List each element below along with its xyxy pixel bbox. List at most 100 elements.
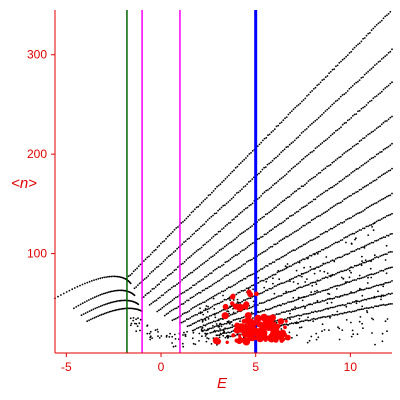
data-point [329, 163, 332, 166]
data-point [261, 310, 264, 312]
data-point [198, 227, 201, 230]
data-point [334, 285, 337, 287]
data-point [312, 218, 315, 221]
data-point [197, 304, 199, 306]
data-point [306, 204, 308, 207]
data-point [358, 274, 361, 277]
data-point [268, 247, 270, 249]
data-point [225, 298, 228, 301]
data-point [380, 218, 383, 220]
data-point [355, 81, 358, 84]
data-point [299, 306, 302, 309]
data-point [239, 211, 242, 214]
data-point [322, 289, 325, 292]
data-point [151, 251, 154, 254]
data-point [218, 325, 221, 328]
data-point [312, 121, 315, 124]
data-point [357, 289, 359, 292]
data-point [379, 125, 381, 128]
data-point [288, 195, 291, 198]
data-point [183, 260, 186, 263]
data-point [275, 285, 277, 287]
data-point [129, 324, 132, 327]
data-point [302, 313, 305, 316]
data-point [264, 166, 267, 169]
data-point [296, 334, 298, 337]
data-point [382, 253, 385, 256]
data-point [380, 123, 383, 126]
data-point [266, 308, 269, 311]
data-point [358, 140, 361, 143]
data-point [280, 222, 283, 225]
data-point [381, 340, 384, 343]
highlight-point [254, 316, 258, 320]
data-point [382, 173, 385, 176]
data-point [278, 223, 281, 225]
data-point [192, 210, 195, 213]
data-point [246, 155, 249, 157]
data-point [187, 318, 190, 320]
data-point [375, 24, 378, 26]
data-point [268, 276, 270, 279]
data-point [311, 90, 313, 92]
data-point [274, 273, 277, 276]
data-point [346, 293, 349, 296]
data-point [366, 311, 369, 314]
data-point [210, 256, 213, 258]
data-point [115, 300, 118, 303]
data-point [306, 304, 308, 307]
data-point [262, 139, 264, 142]
data-point [276, 204, 279, 207]
data-point [277, 295, 280, 297]
data-point [222, 277, 224, 279]
data-point [353, 214, 356, 217]
data-point [192, 331, 195, 334]
data-point [188, 310, 191, 312]
data-point [336, 241, 339, 244]
data-point [191, 337, 194, 340]
data-point [251, 225, 254, 227]
data-point [297, 274, 300, 277]
data-point [257, 304, 259, 306]
data-point [242, 231, 245, 234]
data-point [290, 322, 293, 325]
data-point [387, 234, 390, 237]
data-point [343, 152, 346, 155]
data-point [319, 115, 322, 117]
data-point [384, 253, 387, 256]
data-point [273, 182, 276, 185]
data-point [139, 318, 142, 321]
highlight-point [230, 301, 235, 306]
data-point [258, 269, 261, 272]
data-point [259, 218, 262, 220]
data-point [101, 293, 103, 296]
data-point [220, 325, 223, 328]
data-point [208, 315, 211, 317]
data-point [297, 321, 300, 324]
data-point [220, 323, 223, 326]
data-point [374, 305, 376, 308]
data-point [164, 259, 167, 261]
data-point [238, 291, 241, 294]
data-point [202, 244, 205, 247]
data-point [113, 289, 116, 292]
data-point [186, 325, 189, 328]
data-point [231, 256, 234, 259]
data-point [357, 80, 359, 83]
data-point [267, 189, 269, 191]
data-point [363, 37, 366, 39]
data-point [184, 335, 187, 338]
data-point [352, 170, 354, 173]
data-point [367, 101, 370, 104]
data-point [323, 315, 325, 318]
data-point [226, 327, 229, 330]
data-point [309, 239, 312, 242]
data-point [336, 310, 339, 313]
data-point [358, 79, 361, 81]
data-point [353, 83, 356, 85]
data-point [356, 300, 359, 303]
data-point [197, 205, 200, 208]
data-point [234, 166, 237, 169]
data-point [358, 109, 361, 112]
data-point [365, 275, 368, 277]
